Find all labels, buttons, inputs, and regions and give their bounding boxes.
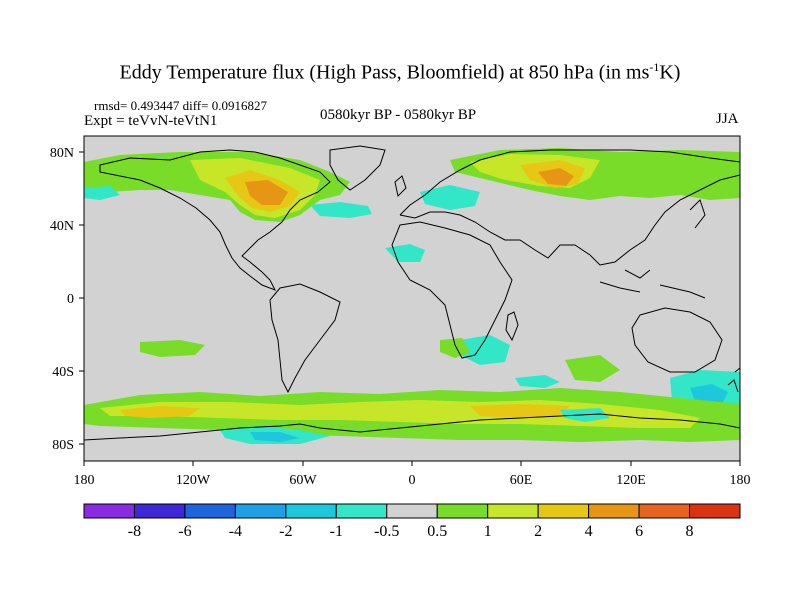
lon-label-180w: 180 bbox=[74, 473, 95, 488]
coast-south-america bbox=[269, 283, 341, 394]
colorbar-label: -1 bbox=[330, 523, 343, 540]
coast-australia bbox=[631, 307, 723, 373]
colorbar-swatch bbox=[588, 503, 640, 519]
field-orange-southern-ocean-west bbox=[120, 406, 200, 418]
field-darkorange-eurasia bbox=[538, 168, 574, 186]
coast-north-america bbox=[99, 149, 331, 291]
colorbar-swatch bbox=[537, 503, 590, 519]
colorbar-label: 2 bbox=[534, 523, 542, 540]
season-label: JJA bbox=[716, 111, 739, 127]
lat-label-40s: 40S bbox=[52, 365, 74, 380]
field-green-indian-ocean bbox=[565, 355, 620, 382]
lat-label-0: 0 bbox=[67, 292, 74, 307]
colorbar-labels: -8 -6 -4 -2 -1 -0.5 0.5 1 2 4 6 8 bbox=[128, 523, 694, 540]
coast-europe-asia bbox=[399, 149, 740, 266]
coast-indonesia bbox=[599, 269, 706, 299]
colorbar bbox=[83, 503, 741, 519]
coast-japan bbox=[689, 199, 706, 229]
colorbar-swatch bbox=[689, 503, 741, 519]
lat-label-80s: 80S bbox=[52, 438, 74, 453]
lon-label-0: 0 bbox=[409, 473, 416, 488]
colorbar-swatch bbox=[436, 503, 489, 519]
colorbar-swatch bbox=[638, 503, 691, 519]
coast-uk bbox=[394, 175, 407, 198]
field-cyan-pacific bbox=[84, 186, 120, 200]
map-title-superscript: -1 bbox=[649, 60, 660, 74]
coast-africa bbox=[391, 221, 513, 359]
colorbar-label: 0.5 bbox=[427, 523, 447, 540]
colorbar-swatch bbox=[285, 503, 337, 519]
colorbar-label: -0.5 bbox=[374, 523, 399, 540]
lon-label-120e: 120E bbox=[616, 473, 646, 488]
axis-ticks bbox=[79, 151, 741, 466]
field-blue-antarctic bbox=[250, 432, 300, 442]
experiment-label: Expt = teVvN-teVtN1 bbox=[84, 113, 218, 129]
lon-label-120w: 120W bbox=[176, 473, 211, 488]
map-title-text: Eddy Temperature flux (High Pass, Bloomf… bbox=[119, 61, 650, 84]
coast-greenland bbox=[329, 145, 386, 191]
lat-label-40n: 40N bbox=[50, 219, 74, 234]
field-cyan-south-africa bbox=[460, 335, 510, 365]
field-cyan-south-atlantic bbox=[515, 375, 560, 388]
colorbar-swatch bbox=[335, 503, 388, 519]
colorbar-swatch bbox=[234, 503, 287, 519]
field-green-south-pacific bbox=[140, 340, 205, 357]
map-title: Eddy Temperature flux (High Pass, Bloomf… bbox=[0, 60, 800, 85]
colorbar-swatch bbox=[386, 503, 438, 519]
colorbar-label: -6 bbox=[178, 523, 191, 540]
colorbar-swatch bbox=[133, 503, 186, 519]
colorbar-swatch bbox=[184, 503, 236, 519]
lat-label-80n: 80N bbox=[50, 146, 74, 161]
colorbar-label: 1 bbox=[484, 523, 492, 540]
stats-line: rmsd= 0.493447 diff= 0.0916827 bbox=[94, 98, 267, 113]
coast-madagascar bbox=[505, 311, 519, 342]
coastlines bbox=[84, 145, 740, 441]
coast-antarctica bbox=[84, 413, 740, 441]
field-cyan-north-atlantic bbox=[420, 185, 480, 210]
coast-new-zealand bbox=[727, 367, 740, 393]
colorbar-label: 6 bbox=[635, 523, 643, 540]
colorbar-label: -2 bbox=[279, 523, 292, 540]
colorbar-label: 8 bbox=[686, 523, 694, 540]
colorbar-swatch bbox=[487, 503, 539, 519]
field-orange-southern-ocean bbox=[470, 404, 570, 418]
field-cyan-atlantic bbox=[310, 202, 372, 218]
field-darkorange-north-america bbox=[245, 180, 288, 205]
colorbar-label: -4 bbox=[229, 523, 242, 540]
flux-field bbox=[84, 148, 740, 444]
colorbar-label: 4 bbox=[585, 523, 593, 540]
lon-label-60e: 60E bbox=[510, 473, 533, 488]
period-label: 0580kyr BP - 0580kyr BP bbox=[320, 107, 477, 123]
field-green-south-africa bbox=[440, 338, 470, 358]
lon-label-180e: 180 bbox=[730, 473, 751, 488]
map-title-tail: K) bbox=[659, 61, 681, 84]
colorbar-label: -8 bbox=[128, 523, 141, 540]
colorbar-swatch bbox=[83, 503, 135, 519]
lon-label-60w: 60W bbox=[289, 473, 317, 488]
field-cyan-sahara bbox=[385, 244, 425, 262]
